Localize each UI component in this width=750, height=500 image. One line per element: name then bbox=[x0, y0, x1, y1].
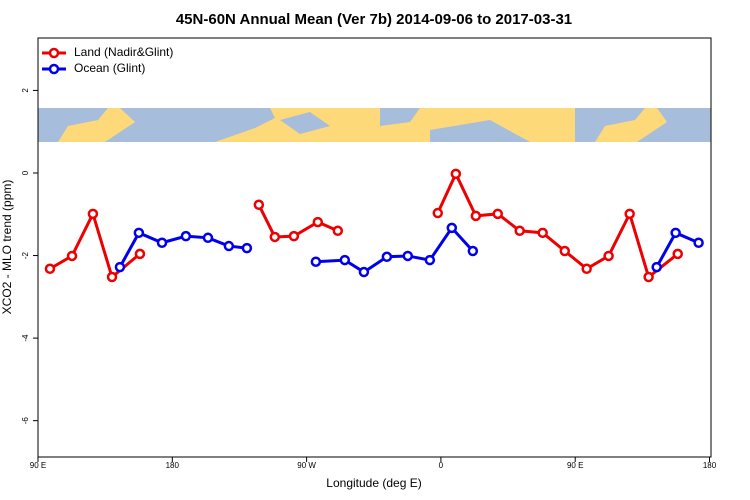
y-tick-label: 0 bbox=[21, 170, 30, 175]
point bbox=[467, 245, 479, 257]
point bbox=[87, 208, 99, 220]
point bbox=[156, 237, 168, 249]
point bbox=[339, 254, 351, 266]
legend-label: Ocean (Glint) bbox=[74, 61, 145, 75]
y-axis-label: XCO2 - MLO trend (ppm) bbox=[0, 180, 14, 315]
point bbox=[643, 271, 654, 283]
point bbox=[402, 250, 414, 262]
point bbox=[446, 222, 458, 234]
point bbox=[424, 254, 436, 266]
point bbox=[672, 248, 683, 260]
map-band bbox=[38, 108, 711, 142]
point bbox=[559, 245, 571, 257]
legend-marker bbox=[48, 63, 60, 75]
series-line bbox=[257, 204, 339, 239]
point bbox=[432, 207, 444, 219]
point bbox=[381, 251, 393, 263]
series-line bbox=[436, 170, 679, 280]
series-line bbox=[49, 209, 141, 280]
point bbox=[358, 266, 370, 278]
point bbox=[693, 237, 704, 249]
x-tick-label: 0 bbox=[439, 461, 444, 470]
point bbox=[114, 261, 126, 273]
point bbox=[581, 263, 592, 275]
x-tick-label: 90 E bbox=[567, 461, 583, 470]
point bbox=[450, 168, 462, 180]
point bbox=[66, 250, 78, 262]
point bbox=[106, 271, 118, 283]
point bbox=[180, 230, 192, 242]
legend-label: Land (Nadir&Glint) bbox=[74, 45, 173, 59]
point bbox=[269, 231, 281, 243]
point bbox=[651, 261, 662, 273]
y-tick-label: 2 bbox=[21, 88, 30, 93]
y-tick-label: -4 bbox=[21, 334, 30, 342]
point bbox=[310, 256, 322, 267]
point bbox=[253, 199, 265, 211]
y-tick-label: -2 bbox=[21, 251, 30, 259]
point bbox=[514, 225, 525, 237]
point bbox=[670, 227, 681, 239]
point bbox=[134, 248, 146, 260]
x-tick-label: 180 bbox=[703, 461, 717, 470]
y-tick-label: -6 bbox=[21, 417, 30, 425]
point bbox=[133, 227, 145, 239]
point bbox=[537, 227, 548, 239]
point bbox=[202, 232, 214, 244]
point bbox=[44, 263, 56, 275]
x-axis-label: Longitude (deg E) bbox=[326, 476, 421, 490]
point bbox=[624, 208, 635, 220]
point bbox=[241, 242, 253, 254]
chart-title: 45N-60N Annual Mean (Ver 7b) 2014-09-06 … bbox=[176, 11, 572, 28]
point bbox=[470, 210, 482, 222]
x-tick-label: 90 E bbox=[30, 461, 46, 470]
point bbox=[492, 208, 504, 220]
x-tick-label: 180 bbox=[166, 461, 180, 470]
point bbox=[288, 230, 300, 242]
plot-frame bbox=[37, 37, 712, 458]
point bbox=[332, 225, 344, 237]
legend-marker bbox=[48, 47, 60, 59]
point bbox=[603, 250, 614, 262]
point bbox=[312, 216, 324, 228]
point bbox=[223, 240, 235, 252]
x-tick-label: 90 W bbox=[297, 461, 316, 470]
